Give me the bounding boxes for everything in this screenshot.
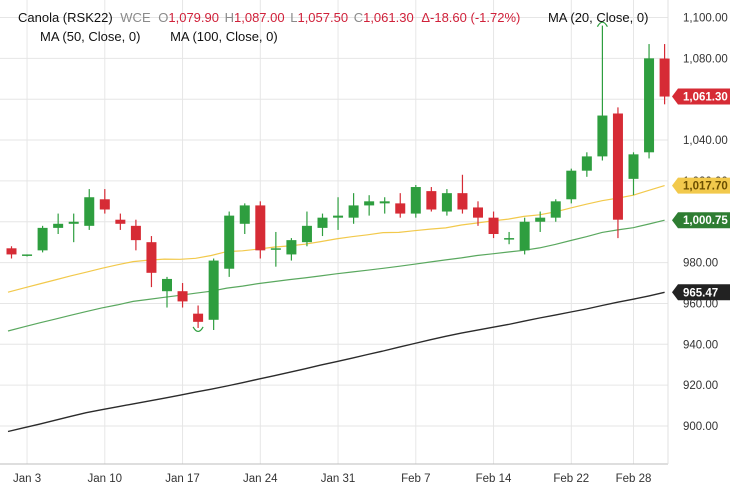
y-tick-label: 980.00 xyxy=(683,258,718,270)
price-tag-box xyxy=(672,88,730,105)
low-marker xyxy=(192,326,204,333)
candle-body-up xyxy=(301,225,312,243)
candle-body-down xyxy=(659,58,670,97)
x-tick-label: Jan 3 xyxy=(13,473,41,485)
y-tick-label: 960.00 xyxy=(683,298,718,310)
x-tick-label: Feb 7 xyxy=(401,473,430,485)
price-tag-ma100: 965.47 xyxy=(672,284,730,301)
x-tick-label: Jan 17 xyxy=(165,473,200,485)
ma50-line xyxy=(7,219,665,332)
legend-ma50[interactable]: MA (50, Close, 0) xyxy=(40,29,141,44)
y-tick-label: 1,040.00 xyxy=(683,135,728,147)
candle-body-up xyxy=(644,58,655,153)
price-tag-label: 1,017.70 xyxy=(683,181,728,193)
candle-body-down xyxy=(115,219,126,224)
legend-high-label: H xyxy=(224,10,234,25)
x-axis-ticks: Jan 3 Jan 10 Jan 17 Jan 24 Jan 31 Feb 7 Feb 14… xyxy=(13,473,651,485)
x-tick-label: Feb 28 xyxy=(616,473,652,485)
legend-change: Δ-18.60 (-1.72%) xyxy=(421,10,521,25)
legend-ma20[interactable]: MA (20, Close, 0) xyxy=(547,10,649,25)
legend-row-2: MA (50, Close, 0) MA (100, Close, 0) xyxy=(40,29,278,44)
y-tick-label: 900.00 xyxy=(683,421,718,433)
legend-row-1: Canola (RSK22) WCE O1,079.90 H1,087.00 L… xyxy=(18,10,648,25)
candle-body-up xyxy=(379,201,390,204)
y-tick-label: 940.00 xyxy=(683,339,718,351)
candle-body-up xyxy=(208,260,219,320)
candle-body-down xyxy=(457,193,468,210)
candle-body-up xyxy=(581,156,592,171)
legend-open-value: 1,079.90 xyxy=(168,10,219,25)
candle-body-up xyxy=(270,248,281,250)
candle-body-up xyxy=(441,193,452,212)
candle-body-up xyxy=(224,215,235,269)
candle-body-up xyxy=(550,201,561,218)
legend-high-value: 1,087.00 xyxy=(234,10,285,25)
legend-open-label: O xyxy=(158,10,169,25)
x-tick-label: Jan 31 xyxy=(321,473,356,485)
moving-averages xyxy=(7,185,665,433)
legend-close-label: C xyxy=(353,10,364,25)
candle-body-up xyxy=(519,221,530,251)
candle-body-up xyxy=(333,215,344,218)
candle-body-up xyxy=(535,217,546,222)
candle-body-down xyxy=(426,191,437,210)
candle-body-down xyxy=(255,205,266,251)
high-marker xyxy=(596,21,608,27)
candle-body-down xyxy=(612,113,623,220)
grid-lines xyxy=(0,0,669,465)
price-tag-ma20: 1,017.70 xyxy=(672,177,730,194)
candle-body-up xyxy=(286,240,297,255)
price-tags: 1,061.30 1,017.70 1,000.75 965.47 xyxy=(672,88,730,301)
x-tick-label: Feb 14 xyxy=(476,473,512,485)
price-tag-box xyxy=(672,212,730,229)
candle-body-down xyxy=(193,313,204,322)
candle-body-down xyxy=(6,248,17,255)
candle-body-up xyxy=(317,217,328,228)
candle-body-down xyxy=(130,225,141,241)
candle-body-up xyxy=(364,201,375,206)
price-tag-box xyxy=(672,284,730,301)
x-tick-label: Feb 22 xyxy=(553,473,589,485)
extreme-markers xyxy=(192,21,608,333)
price-tag-label: 1,000.75 xyxy=(683,215,728,227)
legend-ma100[interactable]: MA (100, Close, 0) xyxy=(170,29,278,44)
price-tag-label: 1,061.30 xyxy=(683,92,728,104)
legend-low-value: 1,057.50 xyxy=(297,10,349,25)
candle-body-down xyxy=(146,242,157,273)
price-tag-label: 965.47 xyxy=(683,287,718,299)
legend-exchange: WCE xyxy=(120,10,151,25)
candle-body-down xyxy=(99,199,110,210)
candle-body-down xyxy=(473,207,483,218)
candle-body-up xyxy=(22,254,33,256)
x-tick-label: Jan 24 xyxy=(243,473,278,485)
candle-body-up xyxy=(566,170,577,200)
candle-body-up xyxy=(68,221,79,224)
price-tag-box xyxy=(672,177,730,194)
candle-body-up xyxy=(37,227,48,251)
candle-body-down xyxy=(177,291,188,302)
candle-body-up xyxy=(348,205,359,218)
x-tick-label: Jan 10 xyxy=(88,473,123,485)
candle-body-up xyxy=(53,223,64,228)
y-tick-label: 920.00 xyxy=(683,380,718,392)
ma100-line xyxy=(7,291,665,433)
candle-body-up xyxy=(410,187,421,214)
candle-body-up xyxy=(628,154,639,179)
candle-body-up xyxy=(84,197,95,226)
legend-symbol: Canola (RSK22) xyxy=(18,10,113,25)
candle-body-up xyxy=(597,115,608,157)
y-tick-label: 1,080.00 xyxy=(683,53,728,65)
price-tag-down: 1,061.30 xyxy=(672,88,730,105)
legend-low-label: L xyxy=(290,10,298,25)
price-tag-ma50: 1,000.75 xyxy=(672,212,730,229)
candle-body-down xyxy=(395,203,406,214)
legend-close-value: 1,061.30 xyxy=(363,10,414,25)
y-tick-label: 1,100.00 xyxy=(683,13,728,25)
candle-body-up xyxy=(504,238,515,240)
candle-body-down xyxy=(488,217,499,235)
candle-body-up xyxy=(239,205,250,224)
candle-body-up xyxy=(162,278,172,292)
candles xyxy=(6,25,670,331)
